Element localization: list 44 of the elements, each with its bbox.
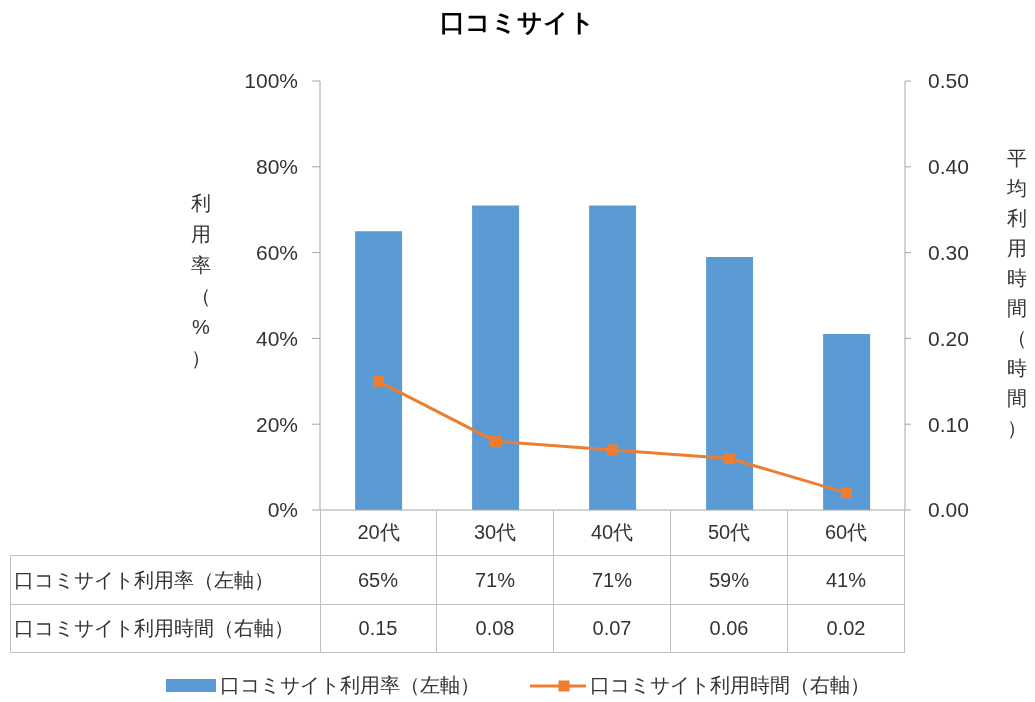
data-label: 65% <box>357 568 399 592</box>
y-tick-label: 20% <box>255 412 298 436</box>
text: 口コミサイト利用時間（右軸） <box>14 617 294 639</box>
legend-label: 口コミサイト利用率（左軸） <box>219 673 480 698</box>
y2-tick-label: 0.20 <box>928 326 969 350</box>
x-tick-label: 20代 <box>357 520 400 545</box>
point <box>724 453 735 465</box>
y-axis-title: 利用率（%） <box>190 191 212 371</box>
data-label: 0.08 <box>475 617 515 640</box>
y-tick-label: 80% <box>255 155 298 179</box>
y2-tick-label: 0.50 <box>928 69 969 93</box>
x-tick-label: 30代 <box>473 520 517 545</box>
point <box>490 435 501 447</box>
y2-tick-label: 0.40 <box>928 155 969 179</box>
y-tick-label: 0% <box>267 498 298 522</box>
y2-tick-label: 0.00 <box>928 498 969 522</box>
data-label: 0.02 <box>826 617 866 640</box>
y-tick-label: 60% <box>255 241 298 265</box>
data-label: 71% <box>474 568 516 592</box>
x-tick-label: 60代 <box>824 520 868 545</box>
bar <box>706 256 754 510</box>
data-label: 0.15 <box>358 617 398 640</box>
data-label: 71% <box>591 568 633 592</box>
bar <box>823 334 871 510</box>
x-tick-label: 40代 <box>590 520 634 545</box>
text: 口コミサイト利用率（左軸） <box>14 568 274 591</box>
y-tick-label: 100% <box>244 69 298 93</box>
y-tick-label: 40% <box>255 326 298 350</box>
y2-tick-label: 0.30 <box>928 241 969 265</box>
y2-tick-label: 0.10 <box>928 412 969 436</box>
bar <box>355 231 403 510</box>
bar <box>472 205 520 510</box>
legend-label: 口コミサイト利用時間（右軸） <box>589 673 870 698</box>
data-label: 0.07 <box>592 617 632 640</box>
data-label: 41% <box>825 568 867 592</box>
text: 平均利用時間（時間） <box>1007 147 1027 439</box>
point <box>841 487 852 499</box>
bar <box>589 205 637 510</box>
data-label: 59% <box>708 568 750 592</box>
data-label: 0.06 <box>709 617 749 640</box>
point <box>607 444 618 456</box>
x-tick-label: 50代 <box>707 520 751 545</box>
point <box>373 375 384 387</box>
chart-title: 口コミサイト <box>439 7 596 38</box>
